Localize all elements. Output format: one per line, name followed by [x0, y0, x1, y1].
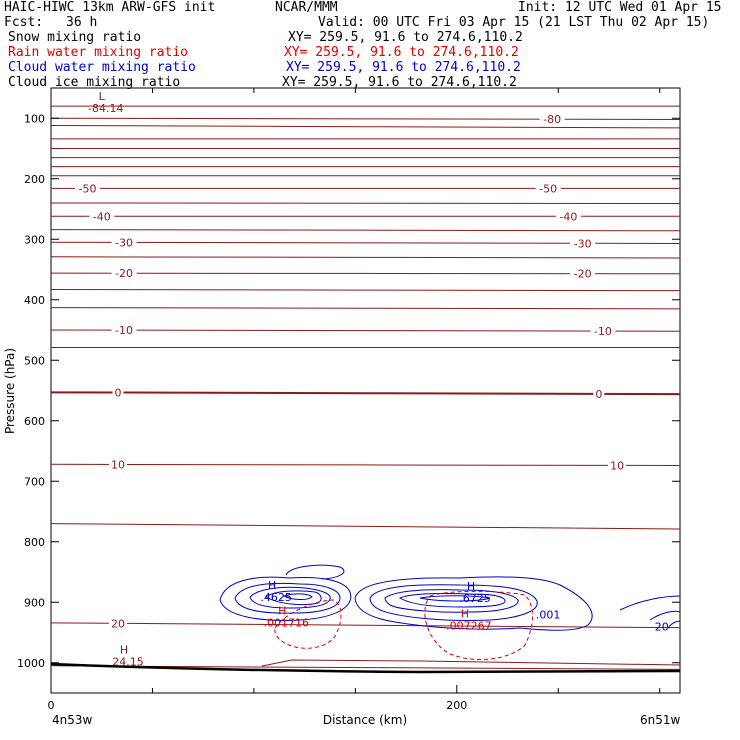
model-title: HAIC-HIWC 13km ARW-GFS init — [4, 0, 216, 15]
isotherm-label-bg — [108, 617, 127, 630]
extreme-type-label: L — [99, 90, 106, 103]
temperature-contours: 20 10 10 0 0 -10 -10 -20 -20 -30 -30 -40 -40 -50 -50 -8… — [50, 105, 681, 670]
forecast-label: Fcst: — [4, 15, 44, 30]
extreme-type-label: H — [461, 607, 469, 620]
contour-labels: .001 20 — [536, 609, 669, 634]
isotherm-label: 20 — [111, 617, 125, 630]
extreme-value-label: .007267 — [446, 619, 492, 632]
y-tick-label: 200 — [24, 173, 45, 186]
plot-frame — [50, 87, 681, 694]
field-name-cloud-water: Cloud water mixing ratio — [8, 60, 196, 75]
isotherm — [50, 463, 681, 467]
isotherm — [50, 256, 681, 259]
isotherm-label: -10 — [594, 325, 612, 338]
isotherm-label: -30 — [115, 236, 133, 249]
isotherm-label: -30 — [574, 237, 592, 250]
isotherm-label: -50 — [539, 182, 557, 195]
isotherm — [50, 125, 681, 129]
extreme-value-label: 24.15 — [112, 656, 144, 669]
contour-value-label: .001 — [536, 609, 561, 622]
isotherm-label-bg — [111, 324, 137, 337]
isotherm-label-bg — [75, 182, 101, 195]
isotherm-label: -20 — [115, 267, 133, 280]
isotherm-label: -50 — [79, 182, 97, 195]
extreme-type-label: H — [120, 644, 128, 657]
y-tick-label: 100 — [24, 112, 45, 125]
isotherm-label-bg — [111, 267, 137, 280]
isotherm — [50, 117, 681, 120]
y-tick-label: 700 — [24, 475, 45, 488]
extreme-value-label: .001716 — [264, 616, 310, 629]
y-tick-label: 1000 — [17, 657, 45, 670]
isotherm-label: 10 — [111, 458, 125, 471]
isotherm-label-bg — [608, 459, 627, 472]
endpoint-right-label: 6n51w — [640, 713, 681, 727]
extreme-value-label: -84.14 — [88, 102, 123, 115]
isotherm-label-bg — [555, 210, 581, 223]
field-xy-rain: XY= 259.5, 91.6 to 274.6,110.2 — [284, 45, 519, 60]
forecast-hour: 36 h — [66, 15, 98, 30]
extreme-type-label: H — [268, 579, 276, 592]
y-tick-label: 800 — [24, 536, 45, 549]
y-tick-label: 500 — [24, 354, 45, 367]
isotherm-label-bg — [108, 458, 127, 471]
field-xy-snow: XY= 259.5, 91.6 to 274.6,110.2 — [288, 30, 523, 45]
isotherm — [50, 622, 681, 629]
contour-value-label: 20 — [655, 621, 669, 634]
isotherm-label: -10 — [115, 324, 133, 337]
field-xy-cloud-water: XY= 259.5, 91.6 to 274.6,110.2 — [286, 60, 521, 75]
x-tick-label: 0 — [48, 699, 55, 712]
isotherm-label: 10 — [610, 459, 624, 472]
isotherm — [50, 523, 681, 530]
isotherm-label: -80 — [543, 113, 561, 126]
extreme-markers: L-84.14H24.15H.4625H.6725H.001716H.00726… — [88, 90, 492, 669]
isotherm — [50, 391, 681, 396]
isotherm-label: 0 — [114, 387, 121, 400]
isotherm — [50, 202, 681, 205]
rain-water-contours — [274, 590, 533, 660]
isotherm-label-bg — [535, 182, 561, 195]
endpoint-left-label: 4n53w — [52, 713, 93, 727]
x-tick-label: 200 — [446, 699, 467, 712]
valid-time: Valid: 00 UTC Fri 03 Apr 15 (21 LST Thu … — [318, 15, 710, 30]
y-tick-label: 900 — [24, 596, 45, 609]
isotherm-label-bg — [112, 386, 124, 399]
isotherm-label-bg — [570, 267, 596, 280]
field-xy-cloud-ice: XY= 259.5, 91.6 to 274.6,110.2 — [282, 75, 517, 90]
field-name-snow: Snow mixing ratio — [8, 30, 142, 45]
isotherm-label-bg — [539, 113, 565, 126]
isotherm — [50, 229, 681, 232]
isotherm-label: 0 — [595, 388, 602, 401]
isotherm-label-bg — [89, 210, 115, 223]
isotherm-label: -40 — [559, 210, 577, 223]
isotherm-label: -40 — [93, 210, 111, 223]
y-axis-title: Pressure (hPa) — [3, 348, 17, 434]
org-label: NCAR/MMM — [275, 0, 338, 15]
terrain-line — [50, 659, 681, 674]
isotherm-label-bg — [570, 237, 596, 250]
cloud-water-contours — [219, 564, 681, 631]
y-tick-label: 600 — [24, 415, 45, 428]
isotherm-label-bg — [590, 325, 616, 338]
field-name-rain: Rain water mixing ratio — [8, 45, 189, 60]
extreme-value-label: .4625 — [260, 591, 292, 604]
isotherm-label: -20 — [574, 268, 592, 281]
isotherm-label-bg — [111, 236, 137, 249]
isotherm — [50, 329, 681, 332]
init-time: Init: 12 UTC Wed 01 Apr 15 — [518, 0, 722, 15]
extreme-type-label: H — [278, 604, 286, 617]
y-tick-label: 400 — [24, 294, 45, 307]
field-name-cloud-ice: Cloud ice mixing ratio — [8, 75, 181, 90]
extreme-value-label: .6725 — [459, 592, 491, 605]
y-tick-label: 300 — [24, 233, 45, 246]
isotherm — [50, 307, 681, 310]
isotherm — [50, 288, 681, 292]
x-axis-title: Distance (km) — [323, 713, 407, 727]
extreme-type-label: H — [467, 580, 475, 593]
isotherm-label-bg — [593, 387, 605, 400]
